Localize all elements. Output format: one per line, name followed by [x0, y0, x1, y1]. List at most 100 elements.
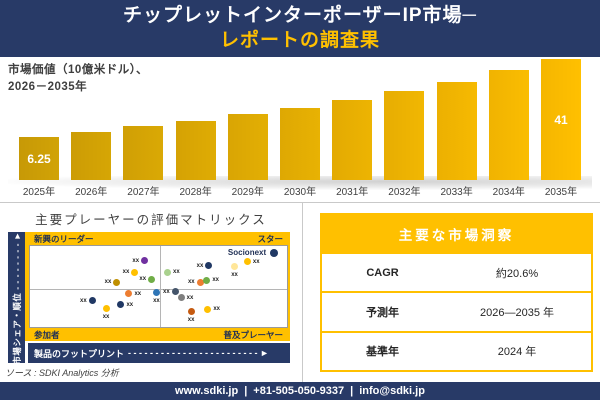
insights-table-header: 主要な市場洞察	[322, 215, 591, 252]
x-axis-tick-label: 2027年	[127, 187, 160, 198]
scatter-point: xx	[105, 278, 121, 286]
bar-value-label: 41	[554, 112, 568, 127]
quadrant-label-pervasive-players: 普及プレーヤー	[223, 329, 283, 340]
scatter-point: xx	[243, 258, 260, 266]
scatter-point: xx	[117, 301, 133, 309]
scatter-point: xx	[197, 262, 213, 270]
insight-value: 2026—2035 年	[480, 306, 555, 319]
bar-2032年	[384, 91, 425, 180]
point-label: xx	[122, 269, 130, 276]
point-label: xx	[139, 276, 147, 283]
x-axis-tick-label: 2033年	[440, 187, 473, 198]
quadrant-divider-vertical	[159, 246, 161, 327]
x-axis-tick-label: 2028年	[179, 187, 212, 198]
scatter-point: xx	[231, 262, 239, 278]
point-label: xx	[102, 313, 110, 320]
point-label: xx	[126, 301, 134, 308]
vertical-divider	[302, 203, 303, 382]
chart-title-line2: 2026－2035年	[8, 81, 88, 94]
matrix-top-band: 新興のリーダー スター	[29, 232, 288, 245]
insight-label: 予測年	[366, 306, 400, 319]
footer-bar: www.sdki.jp | +81-505-050-9337 | info@sd…	[0, 382, 600, 400]
scatter-point: xx	[152, 289, 160, 304]
footer-separator: |	[244, 385, 248, 397]
footer-phone[interactable]: +81-505-050-9337	[253, 385, 345, 397]
x-axis-dashed-arrow: - - - - - - - - - - - - - - - - - - - - …	[128, 348, 269, 358]
scatter-point: xx	[123, 268, 139, 276]
point-label: xx	[252, 258, 260, 265]
footer-website[interactable]: www.sdki.jp	[175, 385, 239, 397]
scatter-point: xx	[80, 297, 96, 305]
scatter-point: xx	[102, 304, 110, 320]
insight-row-base-year: 基準年 2024 年	[322, 330, 591, 370]
market-value-bar-chart: 市場価値（10億米ドル）、 2026－2035年 6.25 2025年 2026年 2…	[0, 57, 600, 200]
scatter-point: xx	[203, 276, 219, 284]
point-label: xx	[213, 306, 221, 313]
point-label: Socionext	[227, 247, 267, 257]
horizontal-divider	[0, 202, 600, 203]
scatter-point: xx	[132, 257, 149, 265]
x-axis-tick-label: 2029年	[231, 187, 264, 198]
source-note: ソース : SDKI Analytics 分析	[5, 368, 119, 378]
matrix-y-axis-bar: 市場シェア・順位 - - - - - - - - ►	[8, 230, 25, 365]
scatter-point: xx	[187, 307, 195, 323]
insight-row-cagr: CAGR 約20.6%	[322, 252, 591, 291]
point-label: xx	[212, 277, 219, 284]
matrix-bottom-band: 参加者 普及プレーヤー	[29, 328, 288, 341]
scatter-point: xx	[125, 290, 141, 298]
page-title: チップレットインターポーザーIP市場─ レポートの調査果	[0, 0, 600, 57]
scatter-point-socionext: Socionext	[228, 248, 279, 257]
bar-2027年	[123, 126, 164, 180]
page-title-line1: チップレットインターポーザーIP市場─	[122, 4, 478, 26]
chart-title: 市場価値（10億米ドル）、 2026－2035年	[8, 62, 148, 97]
point-label: xx	[153, 298, 160, 305]
footer-separator: |	[350, 385, 354, 397]
scatter-point: xx	[188, 278, 204, 286]
point-label: xx	[187, 279, 195, 286]
point-label: xx	[80, 297, 87, 304]
point-label: xx	[186, 294, 194, 301]
scatter-point: xx	[177, 294, 193, 302]
matrix-x-axis-label: 製品のフットプリント	[34, 348, 125, 359]
matrix-y-axis-label: 市場シェア・順位 - - - - - - - - ►	[11, 230, 22, 365]
bar-2034年	[488, 70, 529, 180]
bar-2033年	[436, 82, 477, 180]
matrix-section-title: 主要プレーヤーの評価マトリックス	[35, 213, 267, 227]
x-axis-tick-label: 2031年	[336, 187, 369, 198]
chart-title-line1: 市場価値（10億米ドル）、	[8, 64, 149, 76]
scatter-point: xx	[139, 275, 156, 283]
point-label: xx	[104, 279, 112, 286]
quadrant-label-star: スター	[257, 233, 283, 244]
insight-label: 基準年	[366, 346, 400, 359]
y-axis-dashed-arrow: - - - - - - - - ►	[11, 230, 22, 290]
bar-2029年	[227, 114, 268, 180]
matrix-x-axis-bar: 製品のフットプリント - - - - - - - - - - - - - - -…	[28, 343, 290, 363]
bar-2030年	[280, 108, 320, 180]
scatter-point: xx	[204, 305, 220, 313]
point-label: xx	[196, 262, 204, 269]
page-title-line2: レポートの調査果	[219, 29, 380, 51]
point-label: xx	[187, 316, 195, 323]
scatter-point: xx	[163, 268, 180, 276]
quadrant-label-emerging-leaders: 新興のリーダー	[34, 233, 94, 244]
bar-2025年: 6.25	[19, 137, 59, 180]
x-axis-tick-label: 2026年	[75, 187, 108, 198]
bar-2031年	[332, 100, 373, 180]
point-label: xx	[132, 257, 140, 264]
point-label: xx	[163, 288, 170, 295]
footer-email[interactable]: info@sdki.jp	[359, 385, 425, 397]
insight-row-forecast-year: 予測年 2026—2035 年	[322, 291, 591, 330]
bar-2028年	[175, 121, 216, 180]
quadrant-label-participants: 参加者	[34, 329, 60, 340]
insight-value: 約20.6%	[495, 267, 539, 280]
x-axis-tick-label: 2030年	[283, 187, 317, 198]
x-axis-tick-label: 2034年	[492, 187, 525, 198]
matrix-plot-area: xx xx xx xx xx xx xx xx xx xx xx xx xx xx xx xx xx xx xx So…	[29, 245, 288, 328]
point-label: xx	[172, 269, 180, 276]
insight-label: CAGR	[366, 266, 399, 279]
x-axis-tick-label: 2032年	[388, 187, 421, 198]
insights-table: 主要な市場洞察 CAGR 約20.6% 予測年 2026—2035 年 基準年 …	[320, 213, 593, 372]
bar-value-label: 6.25	[27, 151, 51, 166]
bar-2026年	[71, 132, 112, 180]
